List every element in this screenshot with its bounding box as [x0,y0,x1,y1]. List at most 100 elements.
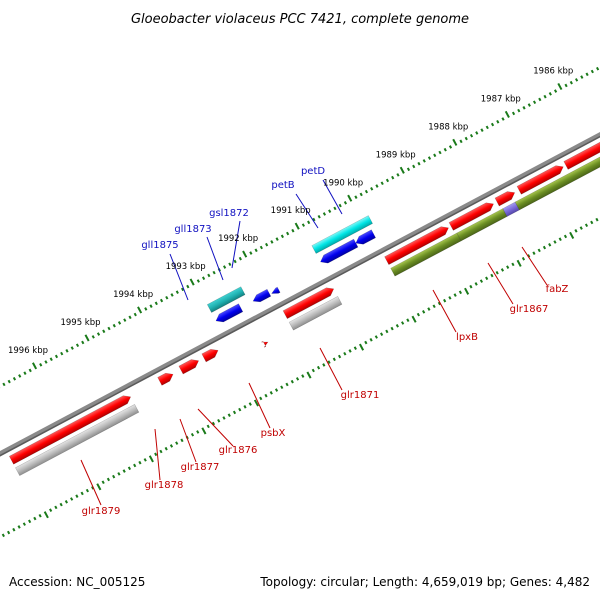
minor-tick [416,312,420,317]
minor-tick [243,405,247,409]
minor-tick [316,365,321,370]
minor-tick [228,262,232,267]
genome-backbone [0,96,600,495]
kbp-label: 1991 kbp [271,206,311,216]
major-tick [464,287,470,295]
minor-tick [301,374,305,378]
gene-gll1875 [215,303,244,323]
minor-tick [532,100,537,105]
minor-tick [112,474,116,479]
callout-line [322,179,343,215]
minor-tick [580,75,584,79]
minor-tick [590,220,594,225]
gene-labels: petD petB gsl1872 gll1873 gll1875 fabZ glr1867… [80,166,569,517]
minor-tick [396,173,400,177]
minor-tick [380,332,384,336]
minor-tick [70,346,74,350]
minor-tick [448,145,453,149]
minor-tick [448,296,452,300]
minor-tick [1,533,5,538]
minor-tick [475,131,479,135]
minor-tick [395,324,399,328]
gene-fabZ [516,165,564,195]
minor-tick [280,385,284,390]
minor-tick [28,519,32,524]
gene-petB [320,238,359,264]
minor-tick [495,270,499,275]
minor-tick [328,209,332,213]
minor-tick [553,89,558,93]
gene-glr1876 [201,348,219,363]
accession-text: Accession: NC_005125 [9,575,145,589]
gene-lpxB [384,226,449,266]
gene-label: petB [271,180,294,191]
minor-tick [291,228,295,233]
minor-tick [169,444,174,448]
minor-tick [290,379,294,384]
minor-tick [180,287,185,292]
minor-tick [12,376,17,381]
callout-line [432,289,457,333]
minor-tick [517,108,521,113]
minor-tick [85,488,89,493]
minor-tick [375,184,379,188]
minor-tick [501,117,505,121]
gene-glr1879 [8,395,132,465]
kbp-scale-ticks [0,66,600,538]
minor-tick [264,393,268,398]
minor-tick [75,494,79,499]
minor-tick [18,374,22,378]
minor-tick [223,265,227,269]
minor-tick [474,282,478,286]
minor-tick [286,231,290,236]
callout-line [169,253,189,301]
major-tick [516,259,522,267]
map-title: Gloeobacter violaceus PCC 7421, complete… [131,12,469,27]
minor-tick [54,505,58,510]
callout-line [487,262,514,305]
minor-tick [285,382,289,387]
gene-features [8,106,600,477]
minor-tick [186,284,190,289]
minor-tick [532,251,536,255]
gene-label: glr1867 [510,304,549,315]
minor-tick [469,133,474,138]
minor-tick [506,265,510,269]
kbp-label: 1994 kbp [113,290,153,300]
minor-tick [469,284,473,289]
minor-tick [522,106,526,110]
minor-tick [164,446,168,451]
major-tick [43,511,49,519]
minor-tick [343,200,348,205]
minor-tick [33,516,37,521]
minor-tick [227,413,231,417]
minor-tick [248,402,252,406]
gene-glr1867 [494,191,516,207]
minor-tick [165,295,169,300]
minor-tick [490,122,495,127]
genome-summary-text: Topology: circular; Length: 4,659,019 bp… [259,575,590,589]
minor-tick [500,268,505,272]
minor-tick [542,245,547,250]
gene-glr1871 [282,287,335,319]
minor-tick [317,214,321,219]
minor-tick [590,69,594,74]
minor-tick [380,181,384,186]
kbp-label: 1987 kbp [481,95,521,105]
minor-tick [96,332,101,336]
minor-tick [22,522,26,526]
minor-tick [390,326,394,331]
minor-tick [574,229,578,233]
minor-tick [427,156,432,160]
minor-tick [422,310,426,314]
minor-tick [249,251,253,255]
minor-tick [527,103,531,107]
kbp-label: 1986 kbp [533,67,573,77]
minor-tick [521,256,526,261]
minor-tick [417,161,421,166]
minor-tick [59,502,63,507]
minor-tick [322,212,327,216]
minor-tick [364,340,368,345]
minor-tick [175,290,179,294]
minor-tick [327,360,331,364]
